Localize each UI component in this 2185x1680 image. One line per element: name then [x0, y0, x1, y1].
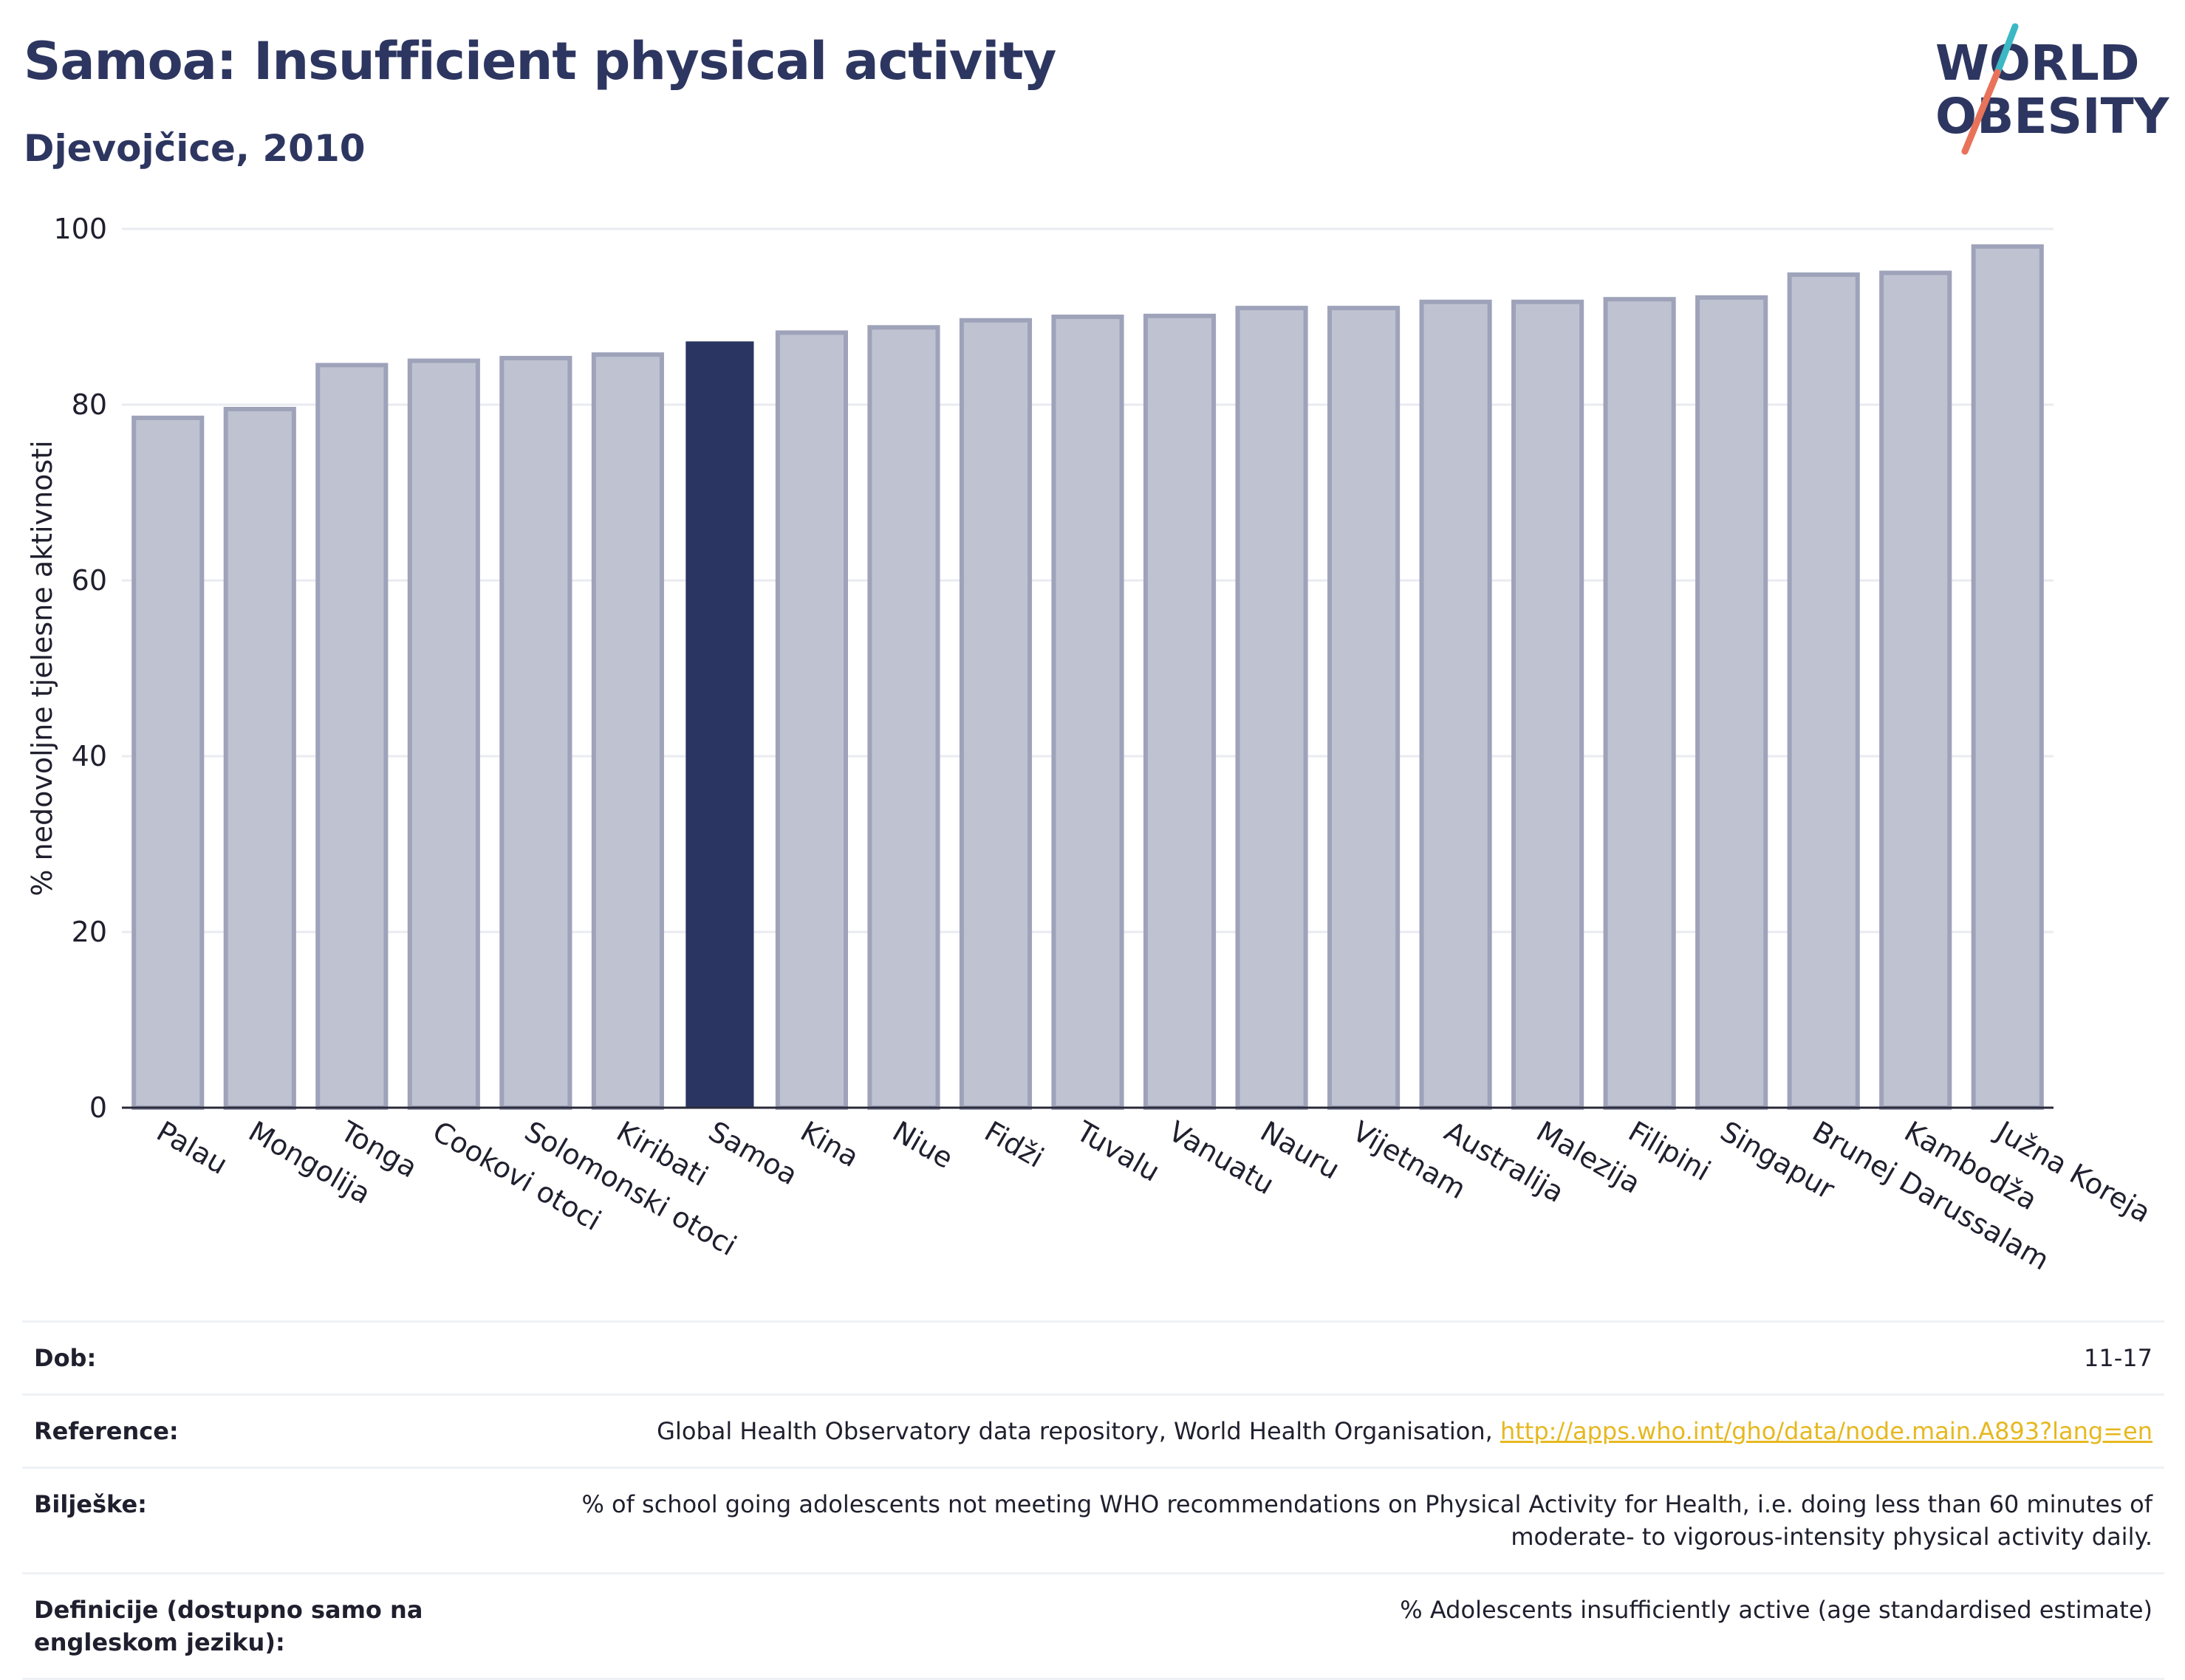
bar-južna-koreja	[1971, 244, 2044, 1110]
meta-value: 11-17	[2084, 1344, 2152, 1372]
bar-singapur	[1695, 295, 1768, 1111]
bar-nauru	[1235, 306, 1308, 1111]
logo-text-line1: WORLD	[1935, 35, 2140, 92]
x-tick-label: Niue	[887, 1115, 959, 1175]
meta-row-definitions: Definicije (dostupno samo na engleskom j…	[22, 1573, 2164, 1679]
bar-cookovi-otoci	[407, 358, 480, 1110]
y-tick-label: 20	[72, 916, 107, 948]
bar-vanuatu	[1143, 313, 1217, 1110]
reference-link[interactable]: http://apps.who.int/gho/data/node.main.A…	[1500, 1417, 2152, 1445]
y-tick-label: 80	[72, 388, 107, 421]
world-obesity-logo: WORLD OBESITY	[1935, 23, 2170, 155]
bar-palau	[131, 415, 205, 1111]
meta-label: Reference:	[34, 1417, 179, 1445]
x-tick-label: Fidži	[979, 1115, 1049, 1174]
y-tick-label: 40	[72, 740, 107, 772]
bar-solomonski-otoci	[499, 355, 572, 1110]
meta-value: % of school going adolescents not meetin…	[581, 1490, 2152, 1551]
meta-value: Global Health Observatory data repositor…	[657, 1417, 1500, 1445]
x-tick-label: Tuvalu	[1070, 1114, 1165, 1188]
bar-kiribati	[591, 352, 664, 1111]
logo-slash-teal	[1994, 23, 2019, 76]
page-title: Samoa: Insufficient physical activity	[24, 31, 1056, 92]
bar-fidži	[959, 318, 1033, 1110]
bar-kambodža	[1879, 270, 1952, 1110]
meta-row-reference: Reference: Global Health Observatory dat…	[22, 1394, 2164, 1468]
bar-malezija	[1511, 299, 1584, 1110]
y-tick-labels: 0 20 40 60 80 100	[53, 213, 107, 1124]
bar-kina	[775, 330, 849, 1110]
meta-label: Bilješke:	[34, 1490, 147, 1518]
bar-samoa	[685, 341, 754, 1108]
bar-tonga	[315, 363, 389, 1110]
x-tick-label: Kina	[795, 1115, 864, 1174]
bars	[131, 244, 2044, 1111]
logo-slash-coral	[1961, 69, 2001, 155]
bar-australija	[1419, 299, 1492, 1110]
meta-value-container: Global Health Observatory data repositor…	[563, 1395, 2164, 1468]
x-tick-label: Palau	[151, 1115, 233, 1181]
meta-row-age: Dob: 11-17	[22, 1321, 2164, 1395]
meta-value: % Adolescents insufficiently active (age…	[1400, 1596, 2152, 1624]
x-tick-label: Samoa	[703, 1115, 803, 1192]
bar-niue	[867, 325, 940, 1110]
bar-tuvalu	[1051, 315, 1124, 1110]
bar-vijetnam	[1327, 306, 1401, 1111]
bar-mongolija	[223, 406, 296, 1110]
page-subtitle: Djevojčice, 2010	[24, 127, 366, 170]
y-tick-label: 100	[53, 213, 107, 245]
meta-label: Dob:	[34, 1344, 97, 1372]
y-tick-label: 0	[89, 1091, 107, 1124]
meta-row-notes: Bilješke: % of school going adolescents …	[22, 1467, 2164, 1574]
y-tick-label: 60	[72, 564, 107, 597]
bar-filipini	[1603, 297, 1676, 1111]
y-axis-label: % nedovoljne tjelesne aktivnosti	[26, 440, 58, 896]
x-tick-label: Vanuatu	[1163, 1115, 1280, 1201]
meta-label: Definicije (dostupno samo na engleskom j…	[34, 1596, 423, 1656]
bar-brunej-darussalam	[1787, 272, 1860, 1110]
metadata-table: Dob: 11-17 Reference: Global Health Obse…	[22, 1320, 2164, 1680]
